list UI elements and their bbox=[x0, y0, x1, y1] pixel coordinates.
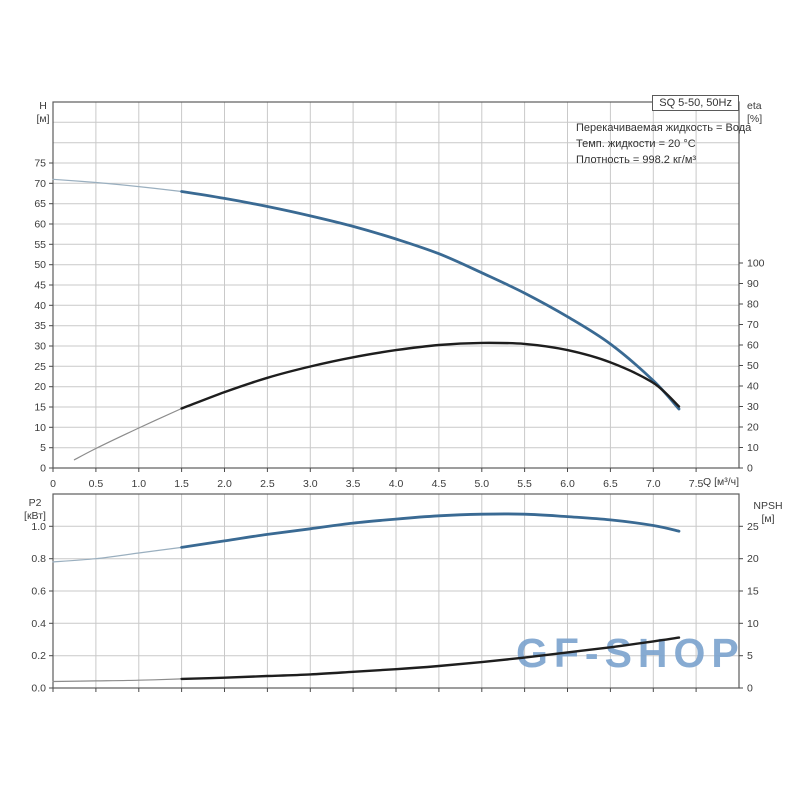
tick-label: 100 bbox=[747, 258, 765, 270]
tick-label: 30 bbox=[34, 341, 46, 353]
tick-label: 55 bbox=[34, 239, 46, 251]
tick-label: 80 bbox=[747, 299, 759, 311]
tick-label: 90 bbox=[747, 278, 759, 290]
eta-curve bbox=[180, 341, 681, 410]
power-axis-name: P2 bbox=[28, 497, 42, 509]
tick-label: 20 bbox=[747, 422, 759, 434]
p2-curve bbox=[180, 512, 681, 549]
h-curve-thin bbox=[52, 178, 183, 193]
tick-label: 5 bbox=[747, 650, 753, 662]
tick-label: 20 bbox=[34, 381, 46, 393]
tick-label: 20 bbox=[747, 553, 759, 565]
tick-label: 70 bbox=[747, 319, 759, 331]
info-line: Перекачиваемая жидкость = Вода bbox=[576, 122, 752, 134]
tick-label: 40 bbox=[747, 381, 759, 393]
power-axis-label: P2 [кВт] bbox=[16, 497, 54, 523]
tick-label: 10 bbox=[34, 422, 46, 434]
tick-label: 30 bbox=[747, 401, 759, 413]
tick-label: 0 bbox=[40, 463, 46, 475]
tick-label: 50 bbox=[747, 360, 759, 372]
info-line: Темп. жидкости = 20 °C bbox=[576, 138, 696, 150]
info-line: Плотность = 998.2 кг/м³ bbox=[576, 154, 697, 166]
tick-label: 0 bbox=[747, 683, 753, 695]
eta-curve-thin bbox=[73, 407, 183, 461]
tick-label: 7.0 bbox=[646, 478, 661, 490]
fluid-info-block: Перекачиваемая жидкость = Вода Темп. жид… bbox=[576, 120, 751, 168]
tick-label: 15 bbox=[34, 402, 46, 414]
tick-label: 60 bbox=[747, 340, 759, 352]
tick-label: 2.0 bbox=[217, 478, 232, 490]
head-axis-unit: [м] bbox=[36, 113, 50, 125]
p2-curve-thin bbox=[52, 546, 183, 563]
tick-label: 3.5 bbox=[346, 478, 361, 490]
npsh-curve-thin bbox=[52, 678, 183, 683]
tick-label: 0.0 bbox=[31, 683, 46, 695]
eta-axis-label: eta [%] bbox=[747, 100, 781, 126]
npsh-curve bbox=[180, 636, 681, 681]
npsh-axis-label: NPSH [м] bbox=[742, 500, 794, 526]
tick-label: 0.2 bbox=[31, 650, 46, 662]
tick-label: 7.5 bbox=[689, 478, 704, 490]
tick-label: 75 bbox=[34, 158, 46, 170]
tick-label: 0.5 bbox=[89, 478, 104, 490]
tick-label: 1.0 bbox=[131, 478, 146, 490]
tick-label: 10 bbox=[747, 442, 759, 454]
tick-label: 50 bbox=[34, 259, 46, 271]
tick-label: 0.6 bbox=[31, 586, 46, 598]
tick-label: 6.0 bbox=[560, 478, 575, 490]
tick-label: 5.0 bbox=[474, 478, 489, 490]
tick-label: 3.0 bbox=[303, 478, 318, 490]
tick-label: 2.5 bbox=[260, 478, 275, 490]
tick-label: 1.0 bbox=[31, 521, 46, 533]
head-axis-name: H bbox=[39, 100, 47, 112]
tick-label: 6.5 bbox=[603, 478, 618, 490]
tick-label: 25 bbox=[747, 521, 759, 533]
tick-label: 4.5 bbox=[432, 478, 447, 490]
pump-model-badge: SQ 5-50, 50Hz bbox=[652, 95, 739, 111]
npsh-axis-unit: [м] bbox=[761, 513, 775, 525]
npsh-axis-name: NPSH bbox=[753, 500, 783, 512]
tick-label: 0 bbox=[50, 478, 56, 490]
tick-label: 1.5 bbox=[174, 478, 189, 490]
tick-label: 0 bbox=[747, 463, 753, 475]
power-axis-unit: [кВт] bbox=[24, 510, 46, 522]
tick-label: 35 bbox=[34, 320, 46, 332]
tick-label: 70 bbox=[34, 178, 46, 190]
head-axis-label: H [м] bbox=[29, 100, 57, 126]
tick-label: 5.5 bbox=[517, 478, 532, 490]
tick-label: 10 bbox=[747, 618, 759, 630]
tick-label: 15 bbox=[747, 586, 759, 598]
tick-label: 25 bbox=[34, 361, 46, 373]
watermark: GF-SHOP bbox=[516, 630, 745, 676]
tick-label: 0.4 bbox=[31, 618, 46, 630]
tick-label: 40 bbox=[34, 300, 46, 312]
tick-label: 4.0 bbox=[389, 478, 404, 490]
eta-axis-name: eta bbox=[747, 100, 762, 112]
h-curve bbox=[180, 190, 681, 411]
tick-label: 45 bbox=[34, 280, 46, 292]
tick-label: 0.8 bbox=[31, 553, 46, 565]
flow-axis-label: Q [м³/ч] bbox=[703, 476, 740, 488]
tick-label: 65 bbox=[34, 198, 46, 210]
tick-label: 60 bbox=[34, 219, 46, 231]
tick-label: 5 bbox=[40, 442, 46, 454]
eta-axis-unit: [%] bbox=[747, 113, 763, 125]
